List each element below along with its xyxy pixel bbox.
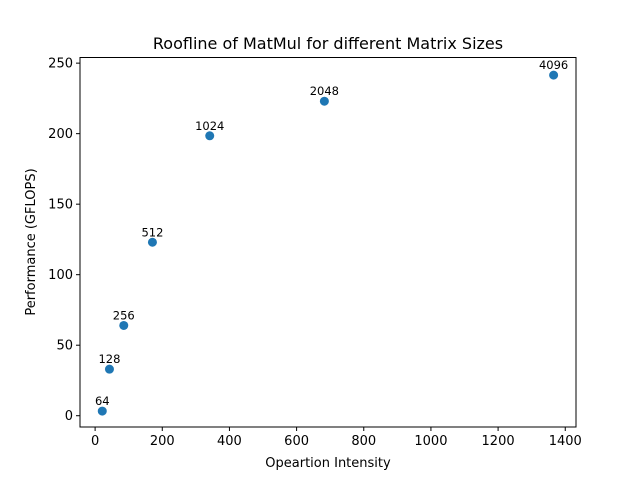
x-tick-label: 200 — [150, 434, 175, 449]
x-axis-title: Opeartion Intensity — [265, 456, 391, 471]
data-point-label: 512 — [141, 225, 163, 239]
data-point-label: 128 — [98, 352, 120, 366]
x-tick-label: 400 — [217, 434, 242, 449]
x-tick-label: 1000 — [414, 434, 447, 449]
y-tick-label: 250 — [48, 57, 73, 72]
plot-frame — [79, 57, 577, 428]
data-point-label: 1024 — [195, 119, 224, 133]
data-point — [104, 364, 114, 374]
x-tick-label: 0 — [91, 434, 99, 449]
data-point — [549, 70, 559, 80]
y-tick-label: 150 — [48, 198, 73, 213]
y-tick-label: 200 — [48, 127, 73, 142]
data-point — [147, 237, 157, 247]
data-point — [119, 320, 129, 330]
data-point — [205, 131, 215, 141]
data-point-label: 64 — [95, 394, 110, 408]
plot-area: 64 128 256 512 1024 2048 4096 — [95, 58, 568, 416]
data-point-label: 4096 — [539, 58, 568, 72]
y-tick-label: 50 — [56, 339, 73, 354]
data-point-label: 256 — [113, 308, 135, 322]
data-point — [97, 406, 107, 416]
data-point — [319, 96, 329, 106]
y-axis: 0 50 100 150 200 250 — [48, 57, 80, 424]
data-point-label: 2048 — [310, 84, 339, 98]
x-tick-label: 1400 — [549, 434, 582, 449]
chart-title: Roofline of MatMul for different Matrix … — [153, 34, 503, 53]
x-tick-label: 800 — [351, 434, 376, 449]
x-tick-label: 600 — [284, 434, 309, 449]
x-tick-label: 1200 — [482, 434, 515, 449]
y-tick-label: 0 — [65, 409, 73, 424]
y-axis-title: Performance (GFLOPS) — [24, 168, 39, 315]
y-tick-label: 100 — [48, 268, 73, 283]
x-axis: 0 200 400 600 800 1000 1200 1400 — [91, 427, 582, 449]
